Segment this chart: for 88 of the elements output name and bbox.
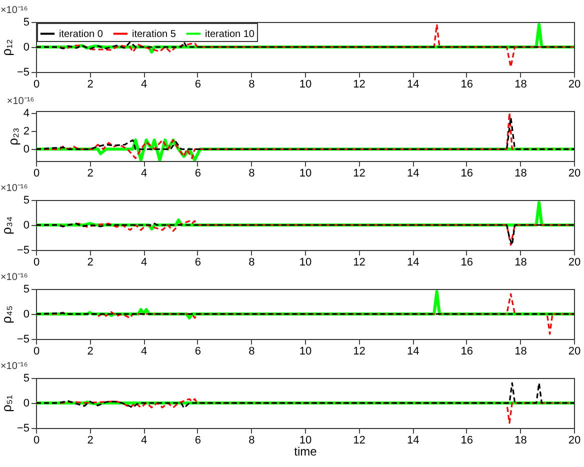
x-tick-label: 16 bbox=[460, 168, 474, 180]
x-tick-label: 16 bbox=[460, 256, 474, 268]
y-tick-label: −5 bbox=[16, 422, 30, 434]
x-tick-label: 12 bbox=[353, 256, 366, 268]
y-tick-label: 0 bbox=[23, 308, 30, 320]
y-tick-label: 0 bbox=[23, 42, 30, 54]
x-tick-label: 18 bbox=[514, 346, 527, 358]
x-tick-label: 4 bbox=[141, 168, 148, 180]
y-axis-title: ρ₅₁ bbox=[0, 394, 14, 412]
x-tick-label: 2 bbox=[87, 256, 94, 268]
x-tick-label: 8 bbox=[248, 434, 255, 446]
x-tick-label: 8 bbox=[248, 346, 255, 358]
x-tick-label: 20 bbox=[568, 346, 581, 358]
y-tick-label: 4 bbox=[23, 107, 30, 120]
x-axis-title: time bbox=[294, 444, 318, 458]
line-series bbox=[36, 116, 574, 150]
x-tick-label: 14 bbox=[406, 168, 420, 180]
x-tick-label: 10 bbox=[299, 168, 312, 180]
x-tick-label: 18 bbox=[514, 434, 527, 446]
x-tick-label: 20 bbox=[568, 78, 581, 90]
y-tick-label: 5 bbox=[23, 16, 30, 28]
y-tick-label: 0 bbox=[23, 144, 30, 156]
x-tick-label: 10 bbox=[299, 434, 312, 446]
x-tick-label: 18 bbox=[514, 78, 527, 90]
x-tick-label: 0 bbox=[33, 168, 40, 180]
y-tick-label: 0 bbox=[23, 398, 30, 410]
y-tick-label: 5 bbox=[23, 194, 30, 206]
legend-label: iteration 0 bbox=[59, 28, 104, 40]
x-tick-label: 2 bbox=[87, 434, 94, 446]
x-tick-label: 14 bbox=[406, 346, 420, 358]
y-tick-label: 2 bbox=[23, 126, 30, 138]
x-tick-label: 4 bbox=[141, 256, 148, 268]
x-tick-label: 8 bbox=[248, 256, 255, 268]
y-axis-title: ρ₃₄ bbox=[0, 216, 14, 234]
x-tick-label: 16 bbox=[460, 434, 474, 446]
x-tick-label: 8 bbox=[248, 78, 255, 90]
x-tick-label: 6 bbox=[194, 346, 201, 358]
x-tick-label: 14 bbox=[406, 78, 420, 90]
y-tick-label: −5 bbox=[16, 66, 30, 78]
text: ×10⁻¹⁶ bbox=[6, 96, 34, 107]
x-tick-label: 6 bbox=[194, 78, 201, 90]
x-tick-label: 14 bbox=[406, 256, 420, 268]
x-tick-label: 16 bbox=[460, 346, 474, 358]
x-tick-label: 10 bbox=[299, 256, 312, 268]
y-tick-label: 0 bbox=[23, 220, 30, 232]
x-tick-label: 6 bbox=[194, 168, 201, 180]
line-series bbox=[36, 41, 574, 50]
x-tick-label: 12 bbox=[353, 346, 366, 358]
x-tick-label: 4 bbox=[141, 434, 148, 446]
x-tick-label: 6 bbox=[194, 256, 201, 268]
x-tick-label: 0 bbox=[33, 434, 40, 446]
x-tick-label: 2 bbox=[87, 346, 94, 358]
text: ×10⁻¹⁶ bbox=[0, 272, 28, 283]
x-tick-label: 0 bbox=[33, 78, 40, 90]
y-axis-title: ρ₄₅ bbox=[0, 306, 14, 324]
legend-label: iteration 5 bbox=[132, 28, 176, 40]
line-series bbox=[36, 293, 574, 335]
x-tick-label: 2 bbox=[87, 78, 94, 90]
x-tick-label: 20 bbox=[568, 256, 581, 268]
legend-label: iteration 10 bbox=[205, 28, 255, 40]
x-tick-label: 4 bbox=[141, 346, 148, 358]
x-tick-label: 0 bbox=[33, 256, 40, 268]
x-tick-label: 12 bbox=[353, 168, 366, 180]
text: ×10⁻¹⁶ bbox=[0, 5, 28, 16]
line-series bbox=[36, 382, 574, 409]
x-tick-label: 6 bbox=[194, 434, 201, 446]
y-tick-label: 5 bbox=[23, 284, 30, 296]
x-tick-label: 8 bbox=[248, 168, 255, 180]
x-tick-label: 18 bbox=[514, 168, 527, 180]
y-axis-title: ρ₁₂ bbox=[0, 39, 14, 56]
x-tick-label: 0 bbox=[33, 346, 40, 358]
x-tick-label: 20 bbox=[568, 168, 581, 180]
x-tick-label: 10 bbox=[299, 346, 312, 358]
text: ×10⁻¹⁶ bbox=[0, 361, 28, 372]
y-tick-label: 5 bbox=[23, 372, 30, 384]
x-tick-label: 10 bbox=[299, 78, 312, 90]
x-tick-label: 20 bbox=[568, 434, 581, 446]
x-tick-label: 2 bbox=[87, 168, 94, 180]
text: ×10⁻¹⁶ bbox=[0, 183, 28, 194]
x-tick-label: 12 bbox=[353, 78, 366, 90]
y-tick-label: −5 bbox=[16, 334, 30, 346]
y-tick-label: −5 bbox=[16, 244, 30, 256]
x-tick-label: 4 bbox=[141, 78, 148, 90]
x-tick-label: 12 bbox=[353, 434, 366, 446]
x-tick-label: 14 bbox=[406, 434, 420, 446]
y-axis-title: ρ₂₃ bbox=[5, 128, 20, 146]
x-tick-label: 18 bbox=[514, 256, 527, 268]
x-tick-label: 16 bbox=[460, 78, 474, 90]
